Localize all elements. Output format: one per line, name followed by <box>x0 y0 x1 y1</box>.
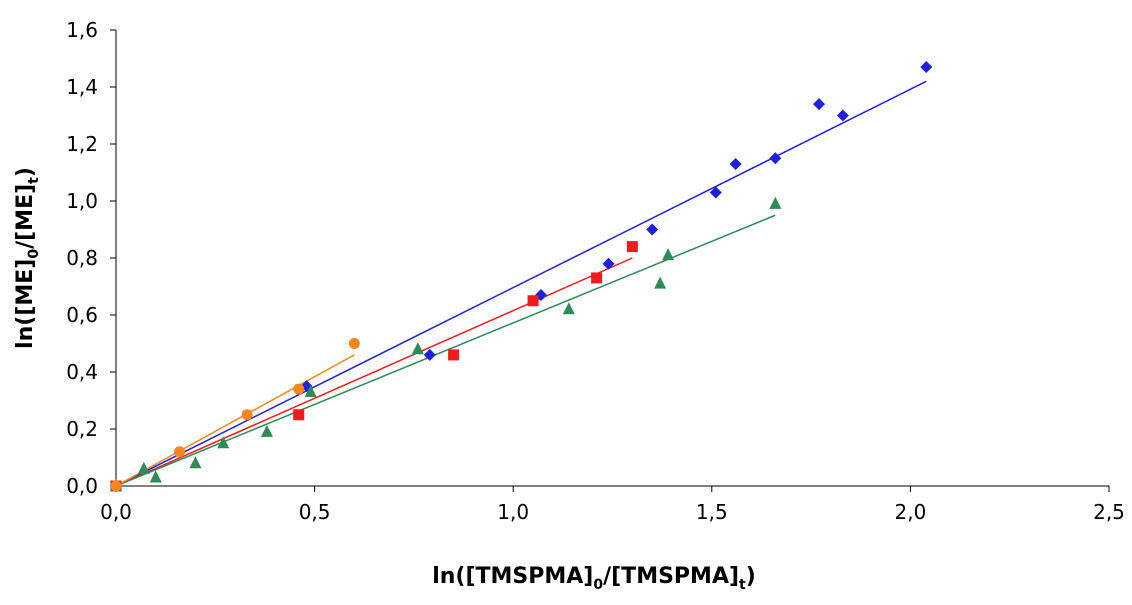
diamond-point-series-1 <box>709 186 722 199</box>
trendline-series-4 <box>115 354 355 487</box>
data-markers <box>110 61 933 492</box>
square-point-series-2 <box>527 295 539 307</box>
triangle-point-series-3 <box>304 384 317 397</box>
circle-point-series-4 <box>174 446 186 458</box>
circle-point-series-4 <box>293 383 305 395</box>
square-point-series-2 <box>448 349 460 361</box>
trendline-series-3 <box>115 214 776 487</box>
diamond-point-series-1 <box>920 61 933 74</box>
y-tick-label: 0,2 <box>66 417 98 441</box>
square-point-series-2 <box>626 241 638 253</box>
triangle-point-series-3 <box>149 470 162 483</box>
x-tick-label: 0,5 <box>299 500 331 524</box>
y-axis-title: ln([ME]0/[ME]t) <box>13 167 42 349</box>
y-tick-label: 0,8 <box>66 246 98 270</box>
triangle-point-series-3 <box>662 248 675 261</box>
triangle-point-series-3 <box>137 461 150 474</box>
diamond-point-series-1 <box>729 157 742 170</box>
circle-point-series-4 <box>348 338 360 349</box>
diamond-point-series-1 <box>813 98 826 111</box>
diamond-point-series-1 <box>646 223 659 236</box>
triangle-point-series-3 <box>562 302 575 315</box>
x-tick-label: 1,0 <box>497 500 529 524</box>
trendline-series-1 <box>115 80 927 487</box>
circle-point-series-4 <box>110 480 122 492</box>
y-tick-label: 1,2 <box>66 132 98 156</box>
y-tick-label: 1,0 <box>66 189 98 213</box>
plot-area: 0,0 0,5 1,0 1,5 2,0 2,5 0,0 0,2 0,4 0,6 0,8 1,0 1,2… <box>66 18 1125 524</box>
diamond-point-series-1 <box>602 257 615 270</box>
triangle-point-series-3 <box>654 276 667 289</box>
x-tick-label: 0,0 <box>100 500 132 524</box>
y-tick-label: 0,4 <box>66 360 98 384</box>
y-tick-label: 1,4 <box>66 75 98 99</box>
x-axis-ticks: 0,0 0,5 1,0 1,5 2,0 2,5 <box>100 486 1125 524</box>
triangle-point-series-3 <box>260 424 273 437</box>
y-tick-label: 0,6 <box>66 303 98 327</box>
x-tick-label: 1,5 <box>696 500 728 524</box>
diamond-point-series-1 <box>836 109 849 122</box>
y-tick-label: 1,6 <box>66 18 98 42</box>
triangle-point-series-3 <box>769 196 782 209</box>
square-point-series-2 <box>293 409 305 421</box>
square-point-series-2 <box>591 272 603 284</box>
x-tick-label: 2,5 <box>1093 500 1125 524</box>
diamond-point-series-1 <box>423 348 436 361</box>
x-axis-title: ln([TMSPMA]0/[TMSPMA]t) <box>432 564 756 593</box>
y-axis-ticks: 0,0 0,2 0,4 0,6 0,8 1,0 1,2 1,4 1,6 <box>66 18 116 498</box>
trendline-series-2 <box>115 257 633 487</box>
x-tick-label: 2,0 <box>894 500 926 524</box>
y-tick-label: 0,0 <box>66 474 98 498</box>
triangle-point-series-3 <box>189 456 202 469</box>
triangle-point-series-3 <box>217 436 230 449</box>
triangle-point-series-3 <box>411 342 424 355</box>
trendlines <box>115 80 927 487</box>
circle-point-series-4 <box>241 409 253 421</box>
diamond-point-series-1 <box>769 152 782 165</box>
